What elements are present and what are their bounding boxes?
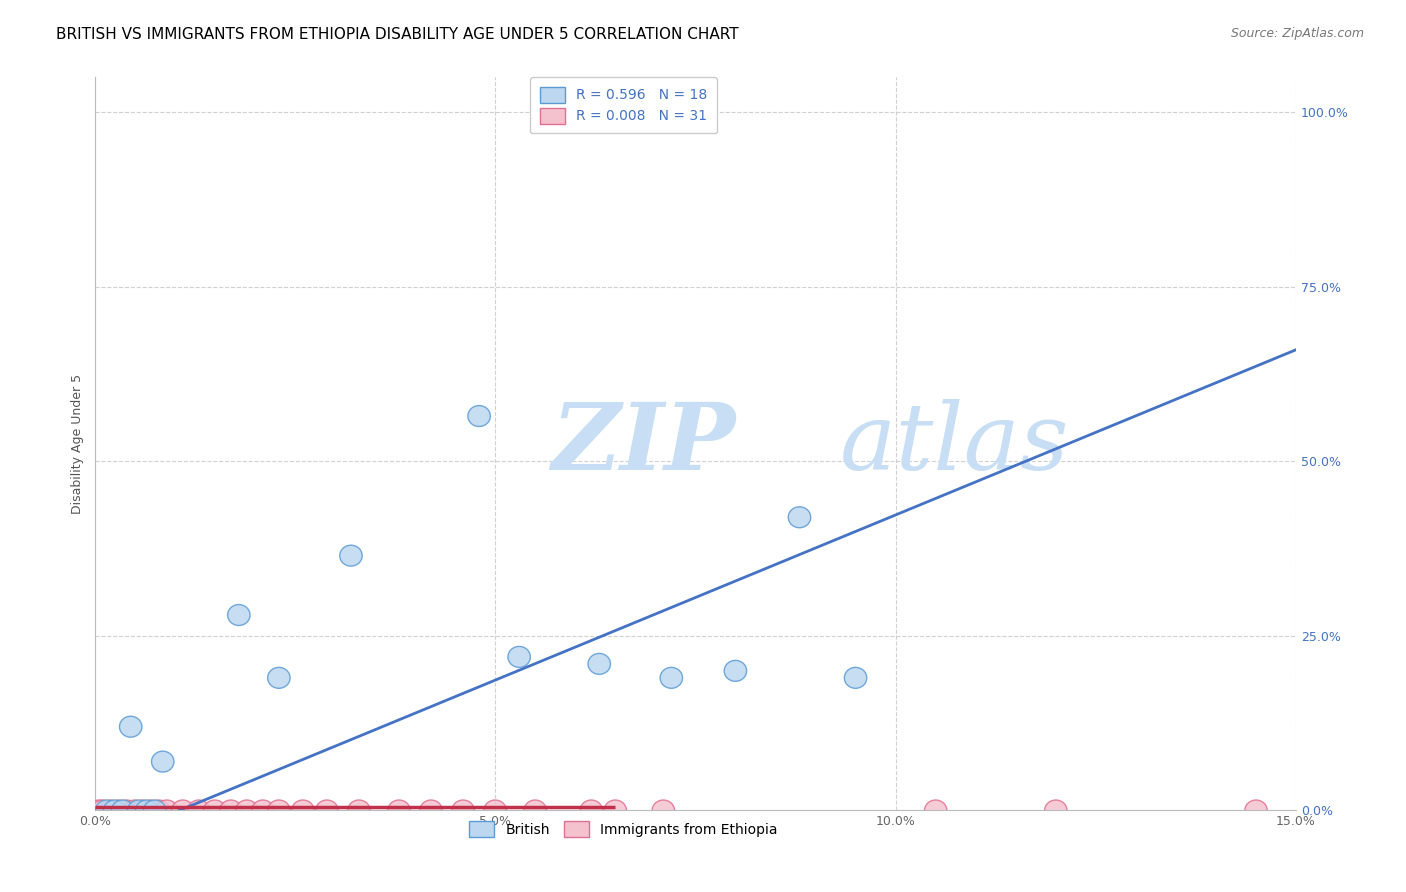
Ellipse shape [924,800,946,821]
Ellipse shape [96,800,118,821]
Ellipse shape [111,800,134,821]
Ellipse shape [228,605,250,625]
Ellipse shape [724,660,747,681]
Ellipse shape [236,800,259,821]
Ellipse shape [388,800,411,821]
Ellipse shape [156,800,179,821]
Y-axis label: Disability Age Under 5: Disability Age Under 5 [72,374,84,514]
Text: atlas: atlas [839,399,1069,489]
Ellipse shape [87,800,110,821]
Ellipse shape [581,800,602,821]
Ellipse shape [468,406,491,426]
Ellipse shape [420,800,443,821]
Ellipse shape [1244,800,1267,821]
Ellipse shape [172,800,194,821]
Ellipse shape [187,800,209,821]
Ellipse shape [451,800,474,821]
Ellipse shape [252,800,274,821]
Ellipse shape [267,667,290,689]
Text: ZIP: ZIP [551,399,735,489]
Ellipse shape [219,800,242,821]
Ellipse shape [128,800,150,821]
Ellipse shape [291,800,314,821]
Ellipse shape [143,800,166,821]
Ellipse shape [100,800,122,821]
Text: Source: ZipAtlas.com: Source: ZipAtlas.com [1230,27,1364,40]
Ellipse shape [107,800,129,821]
Ellipse shape [204,800,226,821]
Ellipse shape [132,800,153,821]
Legend: British, Immigrants from Ethiopia: British, Immigrants from Ethiopia [463,814,785,844]
Ellipse shape [484,800,506,821]
Ellipse shape [115,800,138,821]
Ellipse shape [148,800,170,821]
Ellipse shape [845,667,866,689]
Ellipse shape [152,751,174,772]
Ellipse shape [267,800,290,821]
Ellipse shape [661,667,682,689]
Ellipse shape [1045,800,1067,821]
Ellipse shape [524,800,547,821]
Ellipse shape [120,716,142,737]
Ellipse shape [652,800,675,821]
Ellipse shape [135,800,157,821]
Ellipse shape [605,800,627,821]
Ellipse shape [347,800,370,821]
Ellipse shape [124,800,146,821]
Text: BRITISH VS IMMIGRANTS FROM ETHIOPIA DISABILITY AGE UNDER 5 CORRELATION CHART: BRITISH VS IMMIGRANTS FROM ETHIOPIA DISA… [56,27,740,42]
Ellipse shape [316,800,339,821]
Ellipse shape [508,647,530,667]
Ellipse shape [139,800,162,821]
Ellipse shape [91,800,114,821]
Ellipse shape [588,654,610,674]
Ellipse shape [340,545,363,566]
Ellipse shape [104,800,127,821]
Ellipse shape [789,507,811,528]
